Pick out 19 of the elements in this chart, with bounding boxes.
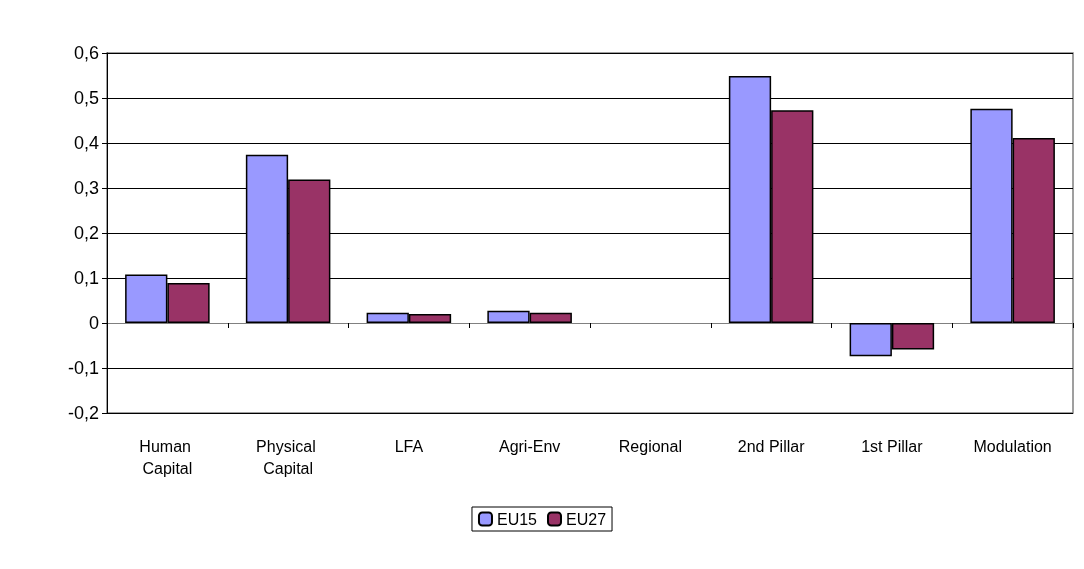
legend-label: EU27 [566,510,607,528]
x-tick-label: LFA [394,437,424,455]
y-tick-label: -0,2 [67,403,99,423]
x-tick-label: Physical Capital [256,437,321,477]
x-tick-label: Regional [618,437,682,455]
x-tick-label: 2nd Pillar [737,437,806,455]
y-tick-label: 0,4 [73,133,99,153]
y-tick-label: 0,1 [73,268,99,288]
y-tick-label: 0,2 [73,223,99,243]
legend-label: EU15 [496,510,538,528]
y-tick-label: 0,5 [73,88,99,108]
x-tick-label: Human Capital [139,437,196,477]
y-tick-label: 0,6 [73,43,99,63]
x-tick-label: Modulation [973,437,1052,455]
y-tick-label: -0,1 [67,358,99,378]
x-tick-label: Agri-Env [498,437,561,455]
y-tick-label: 0 [88,313,99,333]
x-tick-label: 1st Pillar [861,437,924,455]
y-tick-label: 0,3 [73,178,99,198]
